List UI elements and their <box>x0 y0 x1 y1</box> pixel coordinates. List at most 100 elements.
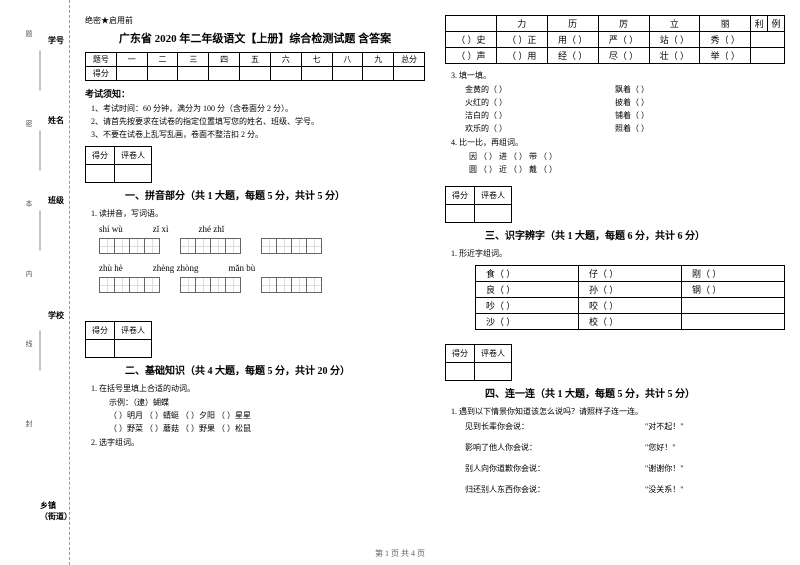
pinyin: mǎn bù <box>228 263 255 273</box>
section-2-title: 二、基础知识（共 4 大题，每题 5 分，共计 20 分） <box>125 362 425 377</box>
word-table: 食（ ）仔（ ）刚（ ） 良（ ）孙（ ）钢（ ） 吵（ ）咬（ ） 沙（ ）校… <box>475 265 785 330</box>
th: 八 <box>332 53 363 67</box>
s2b-l1: 因 （ ） 进 （ ） 带 （ ） <box>469 151 785 162</box>
match-row: 归还别人东西你会说："没关系！" <box>465 484 785 495</box>
section-3-title: 三、识字辨字（共 1 大题，每题 6 分，共计 6 分） <box>485 227 785 242</box>
binding-label: 班级 <box>48 195 64 206</box>
char-grid <box>261 238 322 254</box>
binding-label: 学校 <box>48 310 64 321</box>
section-4-title: 四、连一连（共 1 大题，每题 5 分，共计 5 分） <box>485 385 785 400</box>
pinyin: shí wù <box>99 224 123 234</box>
s2-q3: 3. 填一填。 <box>451 70 785 81</box>
th: 题号 <box>86 53 117 67</box>
classified-marker: 绝密★启用前 <box>85 15 425 26</box>
pinyin-row: zhù hè zhèng zhòng mǎn bù <box>99 263 425 273</box>
dash-label: 题 <box>24 30 34 37</box>
ct-c: 用（ ） <box>547 32 598 48</box>
dash-label: 内 <box>24 270 34 277</box>
char-choice-table: 力 历 厉 立 丽 利 例 （ ）史 （ ）正 用（ ） 严（ ） 站（ ） 秀… <box>445 15 785 64</box>
sb-c2: 评卷人 <box>115 322 152 340</box>
pinyin-row: shí wù zǐ xì zhé zhǐ <box>99 224 425 234</box>
ct-c: 站（ ） <box>649 32 700 48</box>
binding-underline <box>40 331 41 371</box>
grid-row <box>99 238 425 254</box>
dash-label: 本 <box>24 200 34 207</box>
score-box: 得分评卷人 <box>445 186 785 223</box>
char-grid <box>99 277 160 293</box>
notice-title: 考试须知： <box>85 87 425 100</box>
match-row: 影响了他人你会说："您好！" <box>465 442 785 453</box>
section-1-title: 一、拼音部分（共 1 大题，每题 5 分，共计 5 分） <box>125 187 425 202</box>
s2-q1: 1. 在括号里填上合适的动词。 <box>91 383 425 394</box>
ct-h <box>446 16 497 32</box>
right-column: 力 历 厉 立 丽 利 例 （ ）史 （ ）正 用（ ） 严（ ） 站（ ） 秀… <box>445 15 785 497</box>
ct-c: （ ）史 <box>446 32 497 48</box>
th: 九 <box>363 53 394 67</box>
char-grid <box>261 277 322 293</box>
page-content: 绝密★启用前 广东省 2020 年二年级语文【上册】综合检测试题 含答案 题号 … <box>85 15 785 497</box>
s2b-l2: 圆 （ ） 近 （ ） 戴 （ ） <box>469 164 785 175</box>
s2-l2: （ ）野菜 （ ）蘑菇 （ ）野果 （ ）松鼠 <box>109 423 425 434</box>
th: 五 <box>240 53 271 67</box>
s4-q1: 1. 遇到以下情景你知道该怎么说吗？请照样子连一连。 <box>451 406 785 417</box>
pinyin: zǐ xì <box>153 224 169 234</box>
th: 二 <box>147 53 178 67</box>
pinyin: zhèng zhòng <box>153 263 199 273</box>
s2-ex: 示例：（逮）蝴蝶 <box>109 397 425 408</box>
fill-line: 火红的（ ）披着（ ） <box>465 97 785 108</box>
binding-underline <box>40 131 41 171</box>
notice-item: 3、不要在试卷上乱写乱画，卷面不整洁扣 2 分。 <box>85 129 425 140</box>
match-row: 见到长辈你会说："对不起！" <box>465 421 785 432</box>
s2-l1: （ ）明月 （ ）蜻蜓 （ ）夕阳 （ ）星星 <box>109 410 425 421</box>
th: 七 <box>301 53 332 67</box>
th: 六 <box>270 53 301 67</box>
char-grid <box>180 238 241 254</box>
ct-c: 尽（ ） <box>598 48 649 64</box>
ct-h: 丽 <box>700 16 751 32</box>
dash-label: 封 <box>24 420 34 427</box>
sb-c1: 得分 <box>86 322 115 340</box>
ct-h: 历 <box>547 16 598 32</box>
ct-c: （ ）用 <box>496 48 547 64</box>
ct-h: 利 <box>751 16 768 32</box>
sb-c1: 得分 <box>446 345 475 363</box>
score-box: 得分评卷人 <box>85 321 425 358</box>
binding-label: 学号 <box>48 35 64 46</box>
match-row: 别人向你道歉你会说："谢谢你！" <box>465 463 785 474</box>
dash-label: 线 <box>24 340 34 347</box>
sb-c2: 评卷人 <box>115 147 152 165</box>
score-header-table: 题号 一 二 三 四 五 六 七 八 九 总分 得分 <box>85 52 425 81</box>
binding-underline <box>40 211 41 251</box>
pinyin: zhù hè <box>99 263 123 273</box>
score-box: 得分评卷人 <box>445 344 785 381</box>
sb-c2: 评卷人 <box>475 345 512 363</box>
notice-item: 1、考试时间：60 分钟，满分为 100 分（含卷面分 2 分）。 <box>85 103 425 114</box>
ct-c: 经（ ） <box>547 48 598 64</box>
ct-c: 壮（ ） <box>649 48 700 64</box>
ct-h: 例 <box>768 16 785 32</box>
th: 一 <box>116 53 147 67</box>
ct-h: 立 <box>649 16 700 32</box>
sb-c1: 得分 <box>446 187 475 205</box>
sb-c1: 得分 <box>86 147 115 165</box>
ct-c: 秀（ ） <box>700 32 751 48</box>
score-box: 得分评卷人 <box>85 146 425 183</box>
char-grid <box>99 238 160 254</box>
pinyin: zhé zhǐ <box>199 224 225 234</box>
binding-area: 学号 姓名 班级 学校 乡镇（街道） 题 密 本 内 线 封 <box>0 0 70 565</box>
ct-c: （ ）声 <box>446 48 497 64</box>
td: 得分 <box>86 67 117 81</box>
s2-q2: 2. 选字组词。 <box>91 437 425 448</box>
left-column: 绝密★启用前 广东省 2020 年二年级语文【上册】综合检测试题 含答案 题号 … <box>85 15 425 497</box>
fill-line: 欢乐的（ ）照着（ ） <box>465 123 785 134</box>
ct-c <box>751 32 785 48</box>
ct-c: 举（ ） <box>700 48 751 64</box>
char-grid <box>180 277 241 293</box>
exam-title: 广东省 2020 年二年级语文【上册】综合检测试题 含答案 <box>85 30 425 46</box>
notice-item: 2、请首先按要求在试卷的指定位置填写您的姓名、班级、学号。 <box>85 116 425 127</box>
fill-line: 洁白的（ ）铺着（ ） <box>465 110 785 121</box>
binding-underline <box>40 51 41 91</box>
th: 三 <box>178 53 209 67</box>
binding-label: 姓名 <box>48 115 64 126</box>
th: 四 <box>209 53 240 67</box>
